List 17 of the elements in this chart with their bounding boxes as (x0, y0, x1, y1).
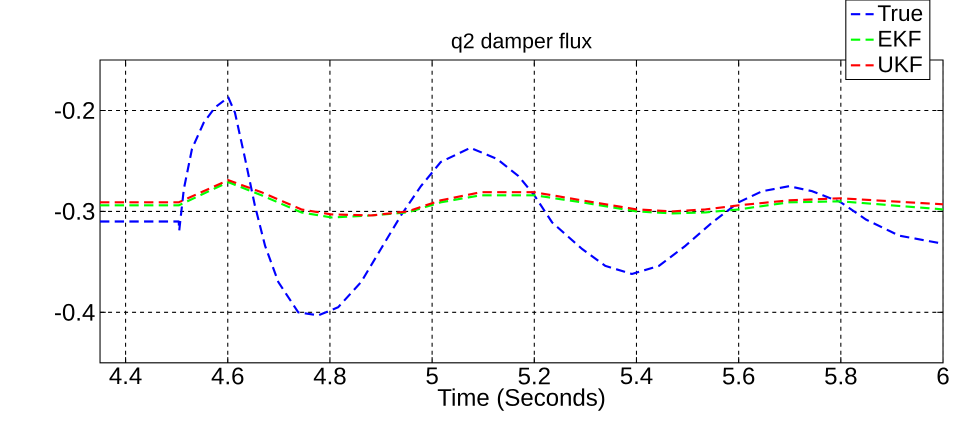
x-tick-label: 4.8 (314, 367, 346, 384)
x-tick-label: 6 (938, 367, 949, 384)
x-tick-label: 5.4 (620, 367, 652, 384)
x-tick-label: 5.2 (518, 367, 550, 384)
x-tick-label: 4.4 (109, 367, 142, 384)
chart-title: q2 damper flux (452, 32, 592, 53)
x-tick-label: 5 (426, 367, 438, 384)
y-tick-label: -0.3 (55, 202, 94, 220)
legend-label: True (878, 5, 922, 22)
x-tick-label: 4.6 (212, 367, 244, 384)
x-axis-title: Time (Seconds) (438, 388, 604, 411)
legend-label: UKF (879, 56, 922, 72)
legend-label: EKF (879, 30, 921, 46)
x-tick-label: 5.8 (825, 367, 856, 384)
y-tick-label: -0.4 (55, 304, 95, 321)
x-tick-label: 5.6 (722, 367, 754, 384)
y-tick-label: -0.2 (55, 102, 94, 119)
